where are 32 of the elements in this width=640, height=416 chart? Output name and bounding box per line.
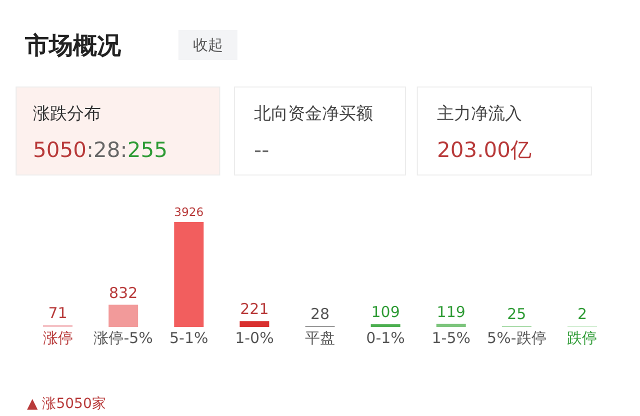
text: 203.00亿 xyxy=(437,138,532,162)
x-tick-label: 平盘 xyxy=(305,329,335,347)
bar xyxy=(370,324,400,327)
bar xyxy=(436,324,466,327)
data-label: 119 xyxy=(436,302,466,321)
chart-title: 市场概况 xyxy=(24,31,122,60)
data-label: 832 xyxy=(109,284,138,302)
x-tick-label: 5%-跌停 xyxy=(487,329,546,347)
text: ▲ 涨5050家 xyxy=(27,396,106,412)
data-label: 2 xyxy=(577,305,587,323)
bar xyxy=(240,321,270,327)
bar xyxy=(174,222,204,327)
text: 北向资金净买额 xyxy=(254,104,373,124)
x-tick-label: 5-1% xyxy=(170,329,208,347)
text: 涨跌分布 xyxy=(33,104,101,124)
data-label: 71 xyxy=(48,304,68,322)
x-tick-label: 1-5% xyxy=(432,329,470,347)
data-label: 28 xyxy=(310,305,330,323)
text: -- xyxy=(254,138,270,162)
data-label: 221 xyxy=(240,300,269,318)
x-tick-label: 涨停-5% xyxy=(94,329,153,347)
text: 主力净流入 xyxy=(437,104,522,124)
x-tick-label: 1-0% xyxy=(235,329,274,347)
x-tick-label: 跌停 xyxy=(567,329,598,347)
x-tick-label: 0-1% xyxy=(366,329,405,347)
data-label: 109 xyxy=(371,303,400,322)
data-label: 25 xyxy=(507,305,526,323)
x-tick-label: 涨停 xyxy=(42,329,73,347)
text: 收起 xyxy=(193,36,223,54)
data-label: 3926 xyxy=(174,204,204,219)
text: 5050:28:255 xyxy=(33,138,168,162)
bar xyxy=(108,304,138,327)
